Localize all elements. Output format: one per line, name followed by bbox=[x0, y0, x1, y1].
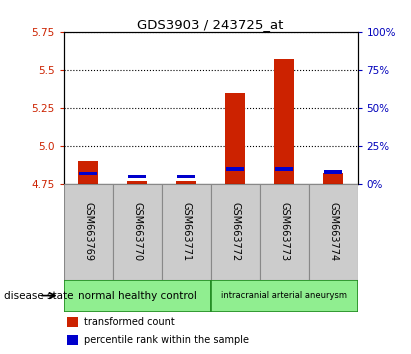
Bar bbox=[162, 184, 211, 280]
Bar bbox=[274, 59, 294, 184]
Bar bbox=[225, 93, 245, 184]
Bar bbox=[226, 167, 244, 171]
Text: transformed count: transformed count bbox=[84, 317, 175, 327]
Bar bbox=[79, 161, 98, 184]
Bar bbox=[211, 184, 260, 280]
Title: GDS3903 / 243725_at: GDS3903 / 243725_at bbox=[137, 18, 284, 31]
Text: percentile rank within the sample: percentile rank within the sample bbox=[84, 335, 249, 345]
Bar bbox=[324, 170, 342, 173]
Bar bbox=[309, 184, 358, 280]
Text: normal healthy control: normal healthy control bbox=[78, 291, 196, 301]
Bar bbox=[176, 181, 196, 184]
Bar bbox=[64, 184, 113, 280]
Text: intracranial arterial aneurysm: intracranial arterial aneurysm bbox=[221, 291, 347, 300]
Bar bbox=[127, 181, 147, 184]
Bar bbox=[323, 173, 343, 184]
Bar bbox=[128, 175, 146, 178]
Text: GSM663773: GSM663773 bbox=[279, 202, 289, 262]
Bar bbox=[260, 184, 309, 280]
Bar bbox=[211, 280, 358, 312]
Bar bbox=[67, 317, 79, 327]
Bar bbox=[113, 184, 162, 280]
Text: disease state: disease state bbox=[4, 291, 74, 301]
Text: GSM663770: GSM663770 bbox=[132, 202, 142, 262]
Text: GSM663771: GSM663771 bbox=[181, 202, 191, 262]
Bar bbox=[177, 175, 195, 178]
Text: GSM663774: GSM663774 bbox=[328, 202, 338, 262]
Bar bbox=[67, 335, 79, 345]
Bar bbox=[275, 167, 293, 171]
Text: GSM663769: GSM663769 bbox=[83, 202, 93, 261]
Bar bbox=[64, 280, 210, 312]
Text: GSM663772: GSM663772 bbox=[230, 202, 240, 262]
Bar bbox=[79, 172, 97, 175]
